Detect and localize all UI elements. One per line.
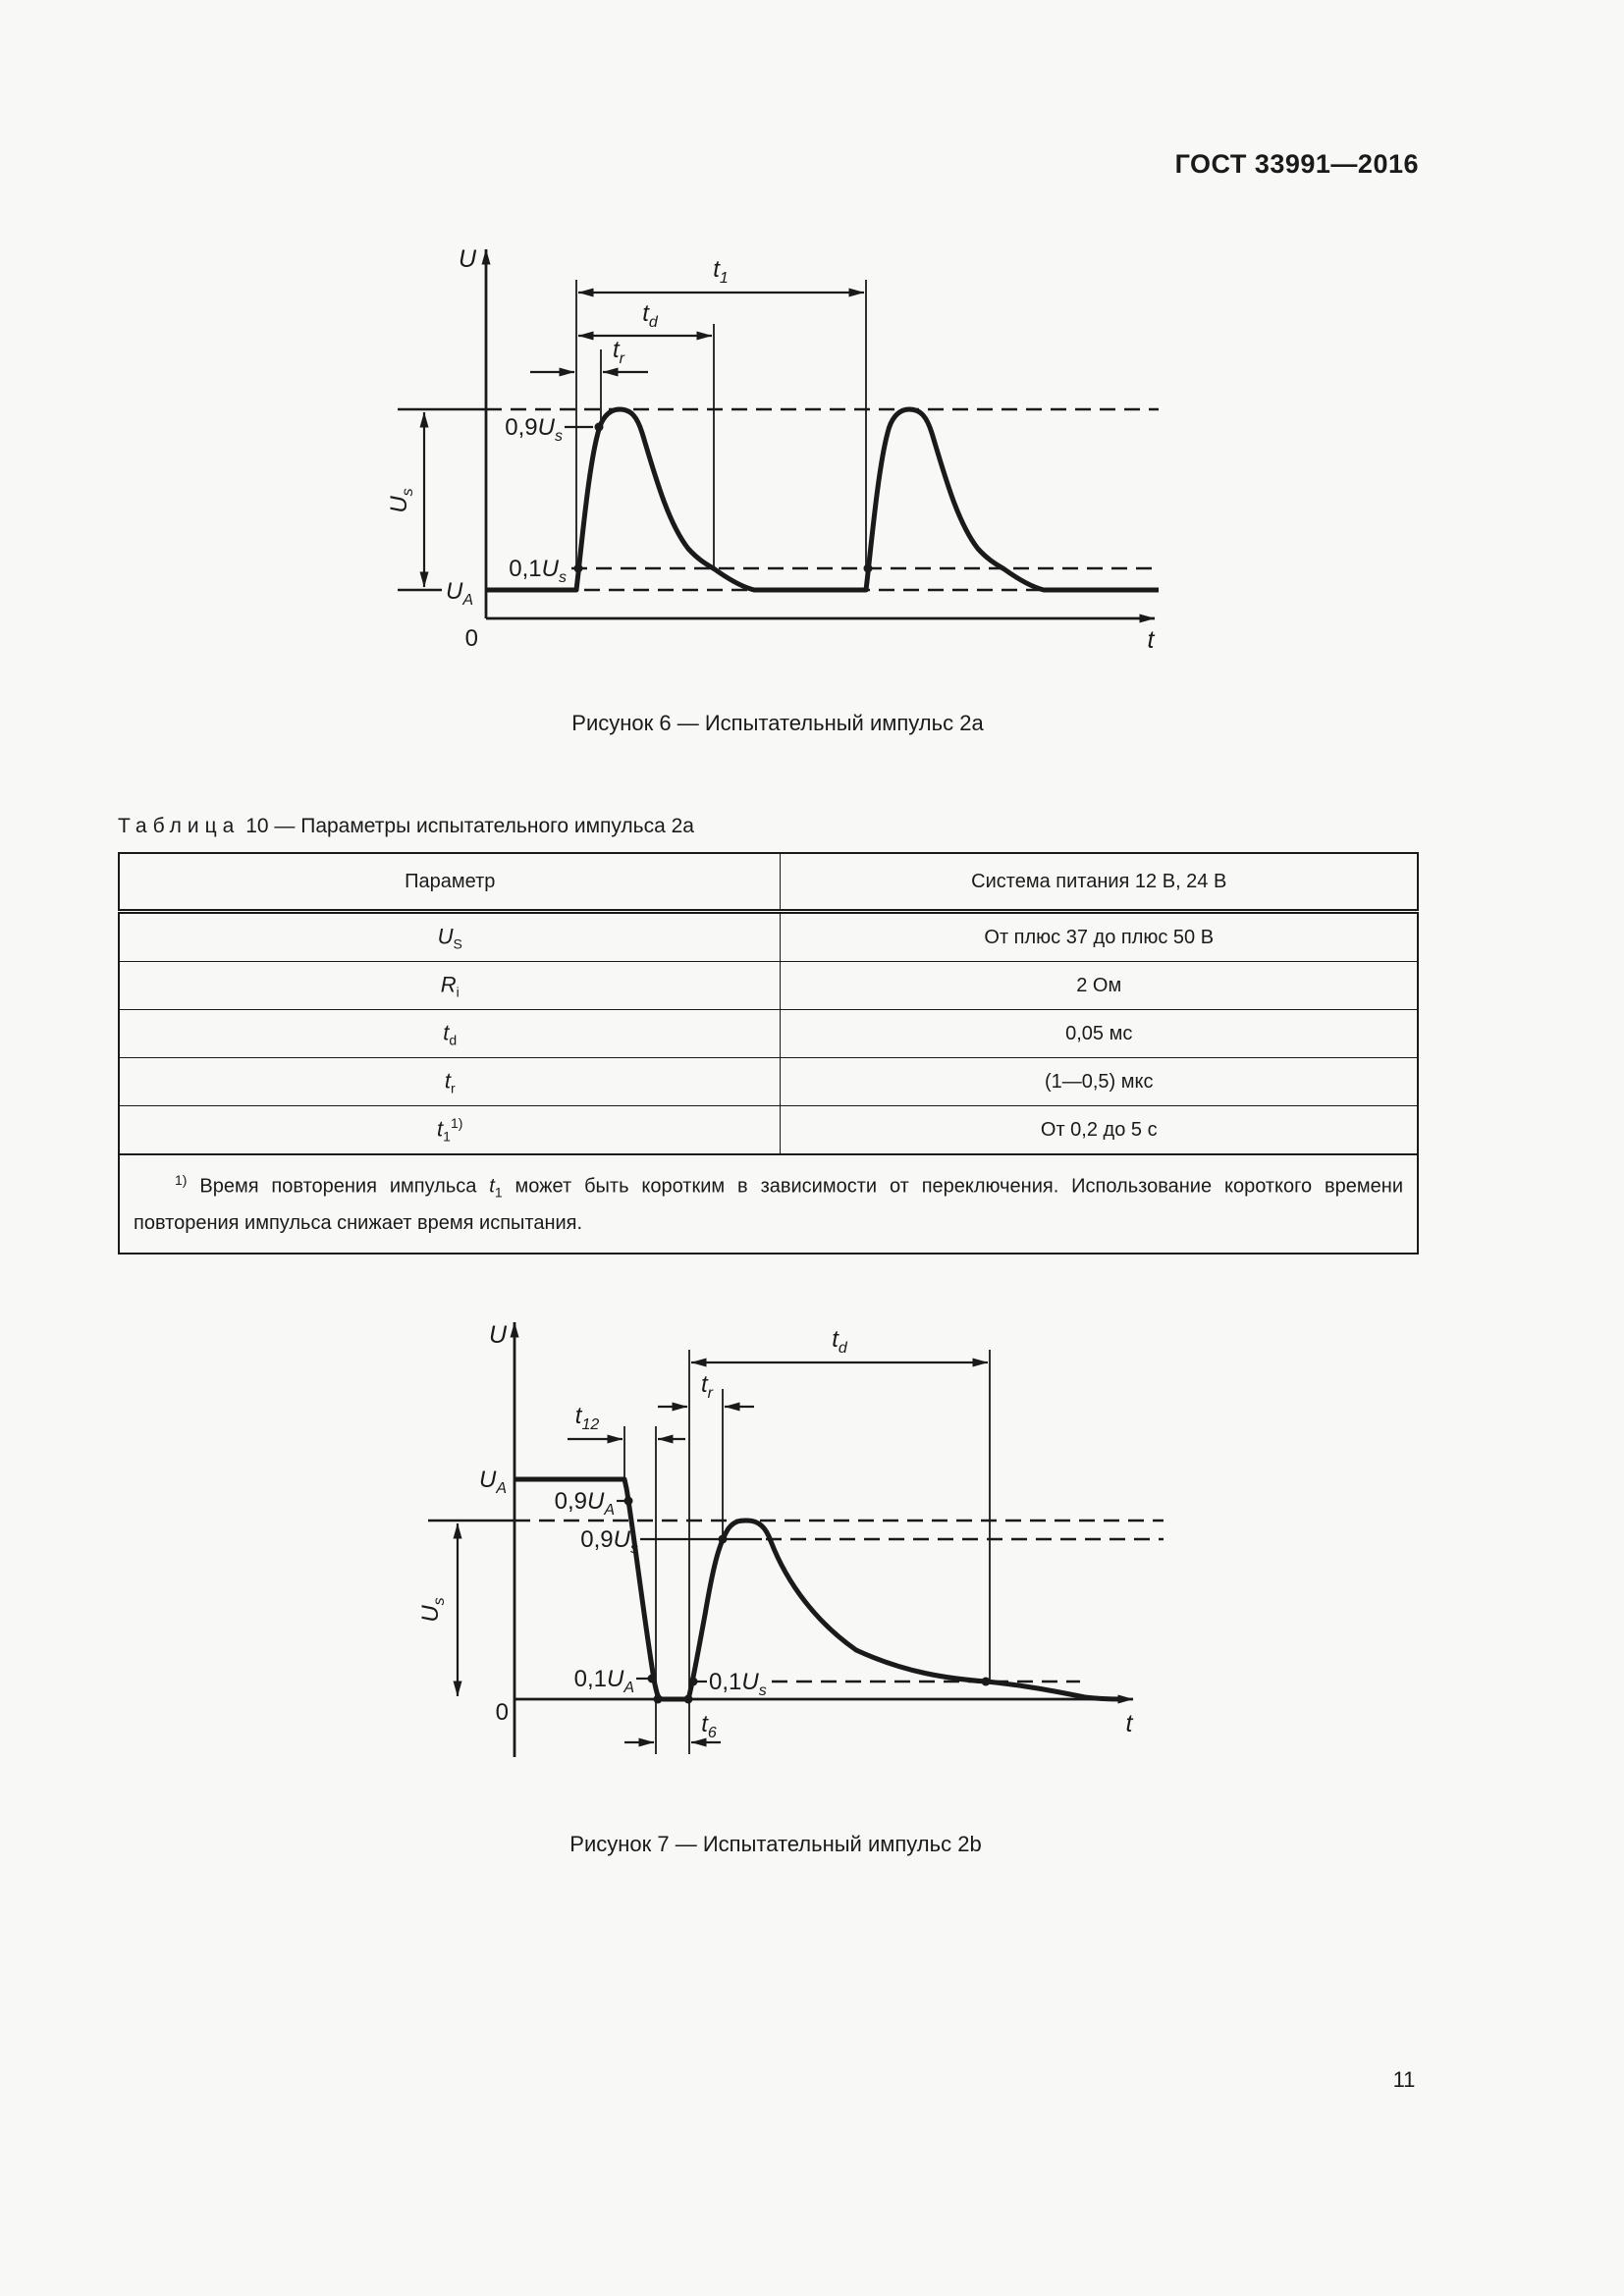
value-cell: От 0,2 до 5 с [780,1105,1419,1155]
pulse-waveform [514,1476,1122,1702]
table-footnote-row: 1) Время повторения импульса t1 может бы… [118,1153,1419,1255]
t-axis-label: t [1126,1710,1134,1737]
pulse2-01us-dot [863,563,873,573]
value-cell: 2 Ом [780,961,1419,1010]
origin-label: 0 [465,625,478,652]
td-label: td [642,300,659,331]
col-header-supply: Система питания 12 В, 24 В [780,852,1419,914]
t6-label: t6 [701,1711,717,1741]
page-number: 11 [1392,2067,1416,2092]
09us-label: 0,9Us [505,414,563,445]
us-dim-label: Us [386,488,416,512]
u-axis-label: U [489,1321,508,1349]
param-cell: td [118,1009,782,1058]
document-header: ГОСТ 33991—2016 [1174,149,1419,179]
table-row: td 0,05 мс [118,1009,1419,1058]
pulse-waveform [486,406,1159,593]
t1-label: t1 [713,256,729,287]
figure-7-waveform-chart: td tr t12 t6 Us [417,1321,1164,1757]
rise-01us-dot [688,1677,698,1686]
figure-7-caption: Рисунок 7 — Испытательный импульс 2b [569,1832,982,1856]
ua-label: UA [479,1467,507,1497]
value-cell: От плюс 37 до плюс 50 В [780,911,1419,962]
us-dim-label: Us [417,1597,448,1622]
col-header-parameter: Параметр [118,852,782,914]
table-row: Ri 2 Ом [118,961,1419,1010]
rise-zero-dot [683,1694,693,1704]
figure-6-waveform-chart: t1 td tr Us 0,9Us 0,1Us UA [386,245,1159,654]
01us-label: 0,1Us [509,556,567,586]
table-title-rest: — Параметры испытательного импульса 2а [274,815,694,837]
table-10: Параметр Система питания 12 В, 24 В US О… [118,852,1419,1255]
figure-6-caption: Рисунок 6 — Испытательный импульс 2а [571,711,984,735]
param-cell: t11) [118,1105,782,1155]
table-10-title: Таблица 10 — Параметры испытательного им… [118,815,1424,838]
param-cell: US [118,911,782,962]
01ua-label: 0,1UA [574,1666,634,1696]
09ua-label: 0,9UA [555,1488,615,1519]
ua-label: UA [446,578,473,609]
table-row: t11) От 0,2 до 5 с [118,1105,1419,1155]
value-cell: 0,05 мс [780,1009,1419,1058]
tr-label: tr [613,337,625,367]
table-word: Таблица [118,815,241,837]
09us-label: 0,9Us [580,1526,638,1557]
decay-01us-dot [981,1677,991,1686]
table-footnote: 1) Время повторения импульса t1 может бы… [118,1153,1419,1255]
td-label: td [832,1326,848,1357]
table-row: US От плюс 37 до плюс 50 В [118,911,1419,962]
table-number: 10 [245,815,269,837]
rise-09us-dot [718,1534,728,1544]
tr-label: tr [701,1371,714,1402]
09ua-dot [623,1496,633,1506]
value-cell: (1—0,5) мкс [780,1057,1419,1106]
fall-zero-dot [653,1694,663,1704]
table-row: tr (1—0,5) мкс [118,1057,1419,1106]
01ua-dot [647,1674,657,1683]
t12-label: t12 [575,1403,600,1433]
u-axis-label: U [459,245,477,273]
pulse1-01us-dot [573,563,583,573]
t-axis-label: t [1148,626,1156,654]
figure-7-pulse-2b: td tr t12 t6 Us [412,1296,1178,1787]
origin-label: 0 [496,1699,509,1726]
param-cell: tr [118,1057,782,1106]
figure-6-pulse-2a: t1 td tr Us 0,9Us 0,1Us UA [383,226,1168,667]
table-header-row: Параметр Система питания 12 В, 24 В [118,852,1419,914]
01us-label: 0,1Us [709,1669,767,1699]
param-cell: Ri [118,961,782,1010]
pulse1-09us-dot [594,422,604,432]
